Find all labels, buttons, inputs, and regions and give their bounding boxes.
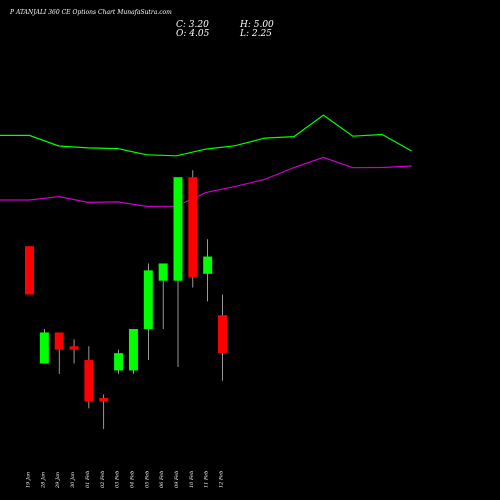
x-tick-label: 28 Jan — [40, 472, 46, 489]
low-value: L: 2.25 — [240, 29, 272, 39]
x-tick-label: 05 Feb — [144, 471, 150, 488]
chart-title: P ATANJALI 360 CE Options Chart MunafaSu… — [10, 9, 172, 16]
candle-body — [128, 329, 138, 371]
x-tick-label: 01 Feb — [85, 471, 91, 488]
upper-band-line — [0, 114, 412, 157]
x-tick-label: 29 Jan — [55, 472, 61, 489]
candles-layer — [25, 170, 228, 430]
x-tick-label: 09 Feb — [174, 471, 180, 488]
candle-body — [39, 332, 49, 364]
x-tick-label: 02 Feb — [100, 471, 106, 488]
x-tick-label: 19 Jan — [26, 472, 32, 488]
candle-body — [158, 263, 168, 281]
x-tick-label: 11 Feb — [204, 471, 210, 488]
x-axis-labels: 19 Jan 28 Jan 29 Jan 30 Jan 01 Feb 02 Feb 03 F… — [26, 471, 225, 489]
close-value: C: 3.20 — [176, 20, 209, 30]
candle-body — [173, 177, 183, 281]
open-value: O: 4.05 — [176, 29, 210, 39]
upper-indicator-layer — [0, 114, 412, 208]
x-tick-label: 04 Feb — [129, 471, 135, 488]
x-tick-label: 03 Feb — [115, 471, 121, 488]
x-tick-label: 30 Jan — [70, 472, 76, 488]
candle-body — [84, 360, 94, 402]
candle-body — [203, 256, 213, 274]
candle-body — [69, 346, 79, 350]
lower-band-line — [0, 156, 412, 208]
candle-body — [188, 177, 198, 278]
candle-body — [114, 353, 124, 371]
x-tick-label: 10 Feb — [189, 471, 195, 488]
candle-body — [54, 332, 64, 350]
candle-body — [143, 270, 153, 329]
x-tick-label: 06 Feb — [159, 471, 165, 488]
candle-body — [25, 246, 34, 295]
high-value: H: 5.00 — [240, 20, 274, 30]
x-tick-label: 12 Feb — [219, 471, 225, 488]
candle-body — [99, 398, 109, 402]
candle-body — [218, 315, 228, 354]
